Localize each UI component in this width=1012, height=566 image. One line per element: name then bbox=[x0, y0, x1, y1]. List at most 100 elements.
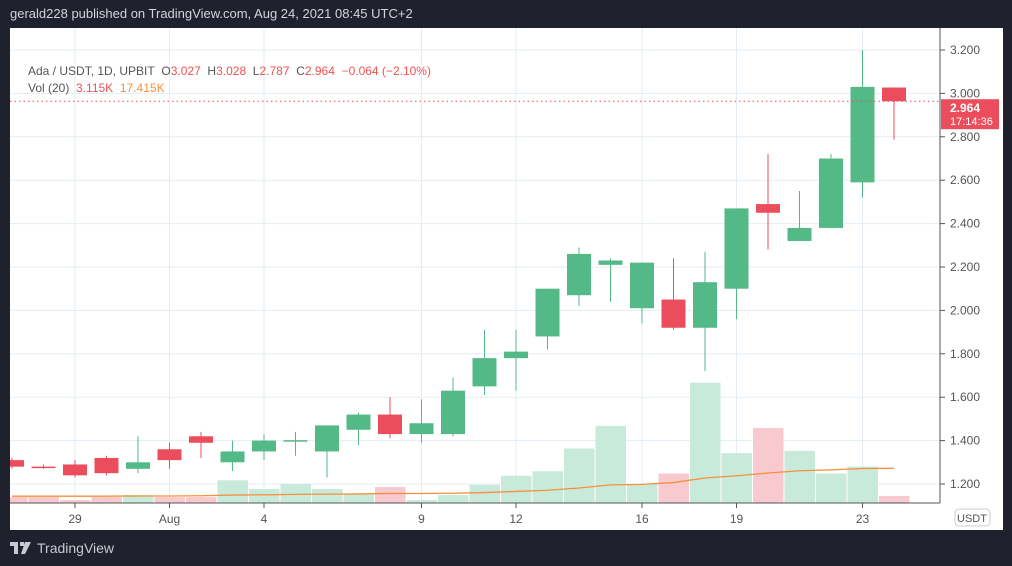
candle-body bbox=[567, 253, 591, 296]
candle-body bbox=[504, 351, 528, 359]
volume-ma-value: 17.415K bbox=[119, 81, 165, 95]
volume-bar bbox=[532, 471, 563, 503]
low-label: L bbox=[252, 64, 260, 78]
y-tick-label: 1.600 bbox=[950, 390, 980, 404]
candle-body bbox=[535, 288, 560, 337]
candle-body bbox=[378, 414, 402, 435]
y-tick-label: 3.000 bbox=[950, 86, 980, 100]
volume-bar bbox=[123, 495, 154, 503]
candle-body bbox=[598, 260, 623, 265]
candle-body bbox=[252, 440, 276, 452]
y-tick-label: 2.600 bbox=[950, 173, 980, 187]
close-value: 2.964 bbox=[304, 64, 335, 78]
volume-bar bbox=[816, 473, 847, 503]
tradingview-logo[interactable]: TradingView bbox=[10, 540, 114, 556]
x-tick-label: 12 bbox=[509, 512, 523, 526]
candle-body bbox=[63, 464, 87, 476]
volume-bar bbox=[501, 475, 532, 503]
high-label: H bbox=[207, 64, 217, 78]
volume-bar bbox=[469, 484, 500, 503]
volume-bar bbox=[375, 487, 406, 503]
y-tick-label: 2.000 bbox=[950, 303, 980, 317]
volume-label[interactable]: Vol (20) bbox=[28, 81, 70, 95]
volume-bar bbox=[28, 497, 59, 503]
x-tick-label: 4 bbox=[261, 512, 268, 526]
chart-pane[interactable]: 1.200 1.400 1.600 1.800 2.000 2.200 2.400 2.600… bbox=[10, 28, 1003, 530]
x-tick-label: 23 bbox=[856, 512, 870, 526]
price-tag bbox=[941, 99, 999, 130]
candle-body bbox=[409, 423, 434, 435]
currency-label: USDT bbox=[957, 513, 987, 525]
candle-body bbox=[10, 460, 24, 467]
candle-body bbox=[693, 282, 717, 328]
candle-body bbox=[157, 449, 182, 461]
symbol[interactable]: Ada / USDT, 1D, UPBIT bbox=[28, 64, 155, 78]
candle-body bbox=[661, 299, 686, 328]
candle-body bbox=[126, 462, 150, 469]
candle-body bbox=[346, 414, 371, 430]
candle-body bbox=[441, 390, 465, 435]
x-tick-label: 9 bbox=[418, 512, 425, 526]
volume-bar bbox=[10, 497, 28, 503]
volume-bar bbox=[91, 497, 122, 503]
volume-bar bbox=[406, 500, 437, 503]
candle-body bbox=[850, 86, 875, 183]
tradingview-logo-icon bbox=[10, 542, 31, 554]
volume-bar bbox=[217, 480, 248, 503]
publish-header: gerald228 published on TradingView.com, … bbox=[10, 6, 413, 21]
x-tick-label: 19 bbox=[730, 512, 744, 526]
x-tick-label: 16 bbox=[635, 512, 649, 526]
volume-bar bbox=[564, 448, 595, 503]
volume-bar bbox=[249, 488, 280, 503]
candle-body bbox=[283, 440, 308, 442]
volume-bar bbox=[627, 483, 658, 503]
y-tick-label: 1.800 bbox=[950, 347, 980, 361]
candle-body bbox=[819, 158, 843, 228]
high-value: 3.028 bbox=[216, 64, 247, 78]
currency-badge bbox=[954, 508, 991, 527]
volume-bar bbox=[879, 495, 910, 503]
volume-ma-line bbox=[12, 467, 895, 497]
open-label: O bbox=[161, 64, 171, 78]
candle-body bbox=[472, 358, 497, 387]
y-tick-label: 2.400 bbox=[950, 217, 980, 231]
volume-bar bbox=[721, 453, 752, 503]
y-tick-label: 1.200 bbox=[950, 477, 980, 491]
volume-bar bbox=[658, 473, 689, 503]
candle-body bbox=[724, 208, 749, 289]
candlestick-chart[interactable]: 1.200 1.400 1.600 1.800 2.000 2.200 2.400 2.600… bbox=[10, 28, 1003, 530]
volume-bar bbox=[312, 488, 343, 503]
candle-body bbox=[756, 204, 780, 213]
open-value: 3.027 bbox=[170, 64, 201, 78]
volume-bar bbox=[280, 483, 311, 503]
candle-body bbox=[94, 457, 119, 474]
volume-bar bbox=[595, 425, 626, 503]
volume-bar bbox=[847, 466, 878, 503]
volume-bar bbox=[186, 497, 217, 503]
candle-body bbox=[882, 87, 906, 102]
plot-area bbox=[10, 50, 910, 503]
volume-value: 3.115K bbox=[76, 81, 114, 95]
candle-body bbox=[189, 436, 213, 443]
candle-body bbox=[31, 466, 56, 469]
volume-bar bbox=[343, 493, 374, 503]
volume-bar bbox=[690, 382, 721, 503]
y-tick-label: 2.800 bbox=[950, 130, 980, 144]
logo-text: TradingView bbox=[37, 540, 115, 556]
candle-body bbox=[315, 425, 339, 452]
candle-body bbox=[630, 262, 654, 309]
x-tick-label: 29 bbox=[68, 512, 82, 526]
volume-bar bbox=[784, 450, 815, 503]
candle-body bbox=[220, 451, 245, 463]
legend: Ada / USDT, 1D, UPBIT O3.027 H3.028 L2.7… bbox=[28, 63, 431, 97]
y-tick-label: 3.200 bbox=[950, 43, 980, 57]
y-tick-label: 2.200 bbox=[950, 260, 980, 274]
low-value: 2.787 bbox=[259, 64, 290, 78]
price-tag-countdown: 17:14:36 bbox=[950, 116, 993, 128]
y-tick-label: 1.400 bbox=[950, 434, 980, 448]
volume-bar bbox=[753, 428, 784, 503]
close-label: C bbox=[296, 64, 305, 78]
volume-bar bbox=[438, 495, 469, 503]
candle-body bbox=[787, 227, 812, 241]
price-tag-value: 2.964 bbox=[950, 101, 980, 115]
